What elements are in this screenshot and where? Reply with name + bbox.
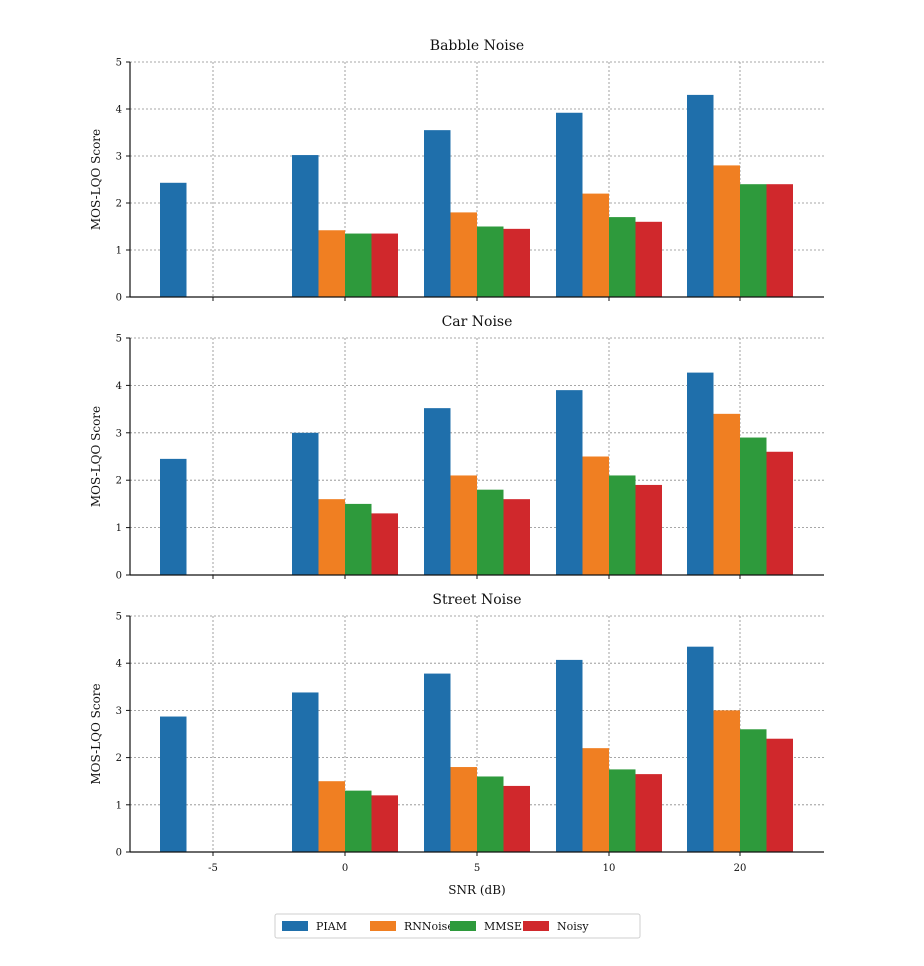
x-tick-label: 10 — [603, 863, 616, 874]
x-tick-label: -5 — [208, 863, 218, 874]
legend-label-rnnoise: RNNoise — [404, 920, 454, 933]
bar-piam-5 — [424, 408, 451, 575]
x-axis-label: SNR (dB) — [448, 883, 505, 897]
x-tick-label: 5 — [474, 863, 480, 874]
bar-noisy-10 — [635, 774, 662, 852]
legend-label-mmse: MMSE — [484, 920, 522, 933]
bar-rnnoise-20 — [713, 413, 740, 575]
bar-rnnoise-0 — [318, 230, 345, 297]
y-tick-label: 0 — [116, 848, 122, 859]
bar-piam--5 — [160, 716, 187, 852]
bar-mmse-20 — [740, 437, 767, 575]
y-tick-label: 3 — [116, 152, 122, 163]
bar-piam-20 — [687, 646, 714, 852]
bar-noisy-20 — [766, 184, 793, 297]
bar-noisy-0 — [371, 233, 398, 297]
bar-piam-10 — [556, 659, 583, 852]
chart-title: Street Noise — [432, 592, 521, 608]
y-tick-label: 1 — [116, 246, 122, 257]
bar-mmse-10 — [609, 475, 636, 575]
y-axis-label: MOS-LQO Score — [89, 683, 103, 784]
y-tick-label: 1 — [116, 800, 122, 811]
bar-rnnoise-5 — [450, 212, 477, 297]
y-tick-label: 4 — [116, 105, 122, 116]
bar-noisy-5 — [503, 228, 530, 297]
y-tick-label: 1 — [116, 523, 122, 534]
bar-noisy-20 — [766, 738, 793, 852]
legend-label-piam: PIAM — [316, 920, 347, 933]
bar-mmse-20 — [740, 729, 767, 852]
bar-mmse-0 — [345, 503, 372, 575]
y-tick-label: 2 — [116, 476, 122, 487]
panel-2: 0 1 2 3 4 5 -5 0 5 10 20 Street Noise MOS-LQO Score S… — [89, 592, 824, 897]
legend-swatch-mmse — [450, 921, 476, 931]
y-tick-label: 0 — [116, 571, 122, 582]
bar-piam-10 — [556, 390, 583, 575]
y-tick-label: 3 — [116, 706, 122, 717]
bar-noisy-5 — [503, 499, 530, 575]
bar-rnnoise-20 — [713, 165, 740, 297]
bar-piam--5 — [160, 458, 187, 575]
bar-piam-20 — [687, 94, 714, 298]
bar-piam-20 — [687, 372, 714, 575]
panel-1: 0 1 2 3 4 5 Car Noise MOS-LQO Score — [89, 314, 824, 582]
legend-swatch-piam — [282, 921, 308, 931]
legend-label-noisy: Noisy — [557, 920, 589, 933]
x-tick-label: 20 — [734, 863, 747, 874]
y-tick-label: 4 — [116, 381, 122, 392]
bar-noisy-10 — [635, 484, 662, 575]
y-axis-label: MOS-LQO Score — [89, 406, 103, 507]
bar-mmse-5 — [477, 226, 504, 297]
bar-mmse-0 — [345, 790, 372, 852]
bar-piam-10 — [556, 112, 583, 297]
y-tick-label: 3 — [116, 428, 122, 439]
bar-piam-0 — [292, 692, 319, 852]
x-tick-label: 0 — [342, 863, 348, 874]
bar-noisy-10 — [635, 221, 662, 297]
legend: PIAM RNNoise MMSE Noisy — [274, 913, 641, 939]
y-tick-label: 2 — [116, 753, 122, 764]
y-tick-label: 5 — [116, 334, 122, 345]
bar-piam--5 — [160, 182, 187, 297]
bar-rnnoise-10 — [582, 456, 609, 575]
bar-rnnoise-20 — [713, 710, 740, 852]
y-tick-label: 0 — [116, 293, 122, 304]
bar-mmse-20 — [740, 184, 767, 297]
bar-rnnoise-0 — [318, 781, 345, 852]
bar-mmse-5 — [477, 776, 504, 852]
bar-piam-0 — [292, 155, 319, 297]
bar-piam-5 — [424, 673, 451, 852]
bar-mmse-5 — [477, 489, 504, 575]
chart-title: Car Noise — [442, 314, 513, 330]
bar-rnnoise-5 — [450, 475, 477, 575]
bar-piam-5 — [424, 130, 451, 297]
bar-mmse-10 — [609, 217, 636, 297]
y-tick-label: 5 — [116, 612, 122, 623]
bar-noisy-5 — [503, 785, 530, 852]
bar-mmse-10 — [609, 769, 636, 852]
panel-0: 0 1 2 3 4 5 Babble Noise MOS-LQO Score — [89, 38, 824, 304]
legend-swatch-noisy — [523, 921, 549, 931]
y-tick-label: 4 — [116, 659, 122, 670]
bar-rnnoise-0 — [318, 499, 345, 575]
chart-title: Babble Noise — [430, 38, 524, 54]
bar-noisy-0 — [371, 795, 398, 852]
bar-noisy-20 — [766, 451, 793, 575]
bar-mmse-0 — [345, 233, 372, 297]
y-tick-label: 2 — [116, 199, 122, 210]
y-tick-label: 5 — [116, 58, 122, 69]
bar-rnnoise-10 — [582, 193, 609, 297]
bar-rnnoise-10 — [582, 748, 609, 852]
bar-rnnoise-5 — [450, 767, 477, 852]
bar-noisy-0 — [371, 513, 398, 575]
bar-piam-0 — [292, 432, 319, 575]
y-axis-label: MOS-LQO Score — [89, 129, 103, 230]
legend-swatch-rnnoise — [370, 921, 396, 931]
